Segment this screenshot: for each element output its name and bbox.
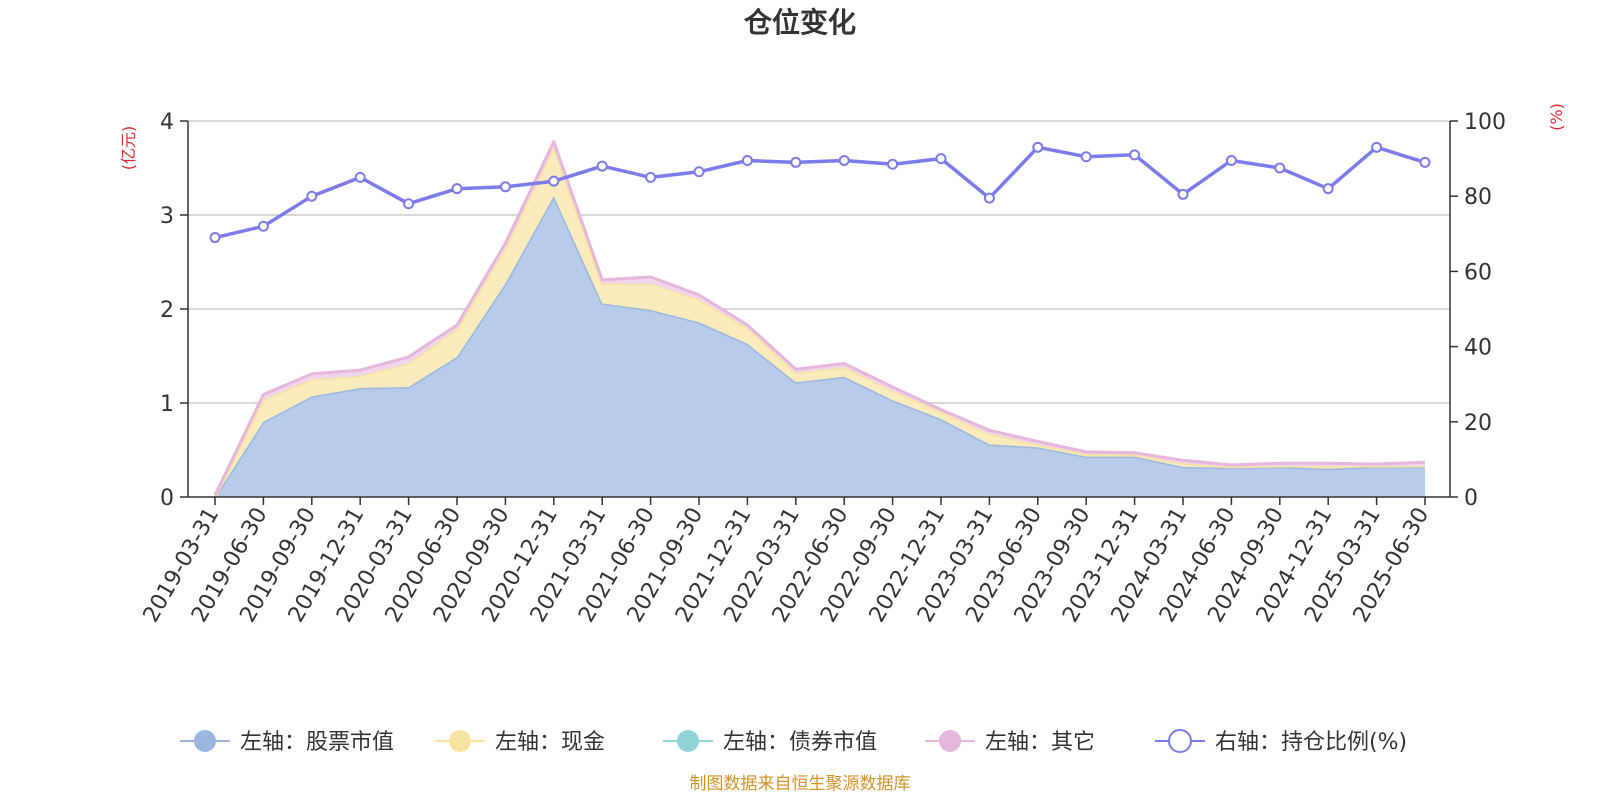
stacked-areas: [213, 140, 1426, 498]
ratio-point[interactable]: [403, 198, 415, 210]
right-tick-label: 100: [1464, 110, 1506, 135]
ratio-point[interactable]: [741, 154, 753, 166]
area-左轴：股票市值: [215, 196, 1425, 497]
ratio-point[interactable]: [1177, 188, 1189, 200]
ratio-point[interactable]: [1274, 162, 1286, 174]
right-tick-label: 80: [1464, 185, 1492, 210]
left-tick-label: 2: [160, 298, 174, 323]
left-tick-label: 4: [160, 110, 174, 135]
ratio-point[interactable]: [596, 160, 608, 172]
ratio-point[interactable]: [935, 153, 947, 165]
legend-label: 左轴：股票市值: [240, 730, 394, 755]
ratio-point[interactable]: [1371, 141, 1383, 153]
ratio-point[interactable]: [499, 181, 511, 193]
legend-marker: [449, 730, 471, 752]
right-axis-unit: (%): [1547, 103, 1566, 131]
right-tick-label: 60: [1464, 260, 1492, 285]
ratio-point[interactable]: [790, 156, 802, 168]
ratio-point[interactable]: [209, 232, 221, 244]
ratio-point[interactable]: [1322, 183, 1334, 195]
ratio-point[interactable]: [983, 192, 995, 204]
ratio-point[interactable]: [1225, 154, 1237, 166]
holding-ratio-series: [209, 141, 1431, 244]
legend[interactable]: 左轴：股票市值 左轴：现金 左轴：债券市值 左轴：其它 右轴：持仓比例(%): [180, 729, 1407, 755]
legend-item[interactable]: 左轴：现金: [435, 730, 605, 755]
ratio-point[interactable]: [257, 220, 269, 232]
ratio-point[interactable]: [1129, 149, 1141, 161]
legend-marker: [1168, 729, 1192, 753]
chart-title: 仓位变化: [744, 6, 856, 39]
legend-label: 左轴：现金: [495, 730, 605, 755]
legend-label: 右轴：持仓比例(%): [1215, 730, 1407, 755]
legend-marker: [939, 730, 961, 752]
ratio-point[interactable]: [645, 171, 657, 183]
legend-item[interactable]: 左轴：其它: [925, 730, 1095, 755]
right-tick-label: 0: [1464, 486, 1478, 511]
ratio-point[interactable]: [693, 166, 705, 178]
right-tick-label: 20: [1464, 411, 1492, 436]
legend-marker: [194, 730, 216, 752]
legend-label: 左轴：债券市值: [723, 730, 877, 755]
ratio-point[interactable]: [451, 183, 463, 195]
ratio-line: [214, 145, 1426, 240]
area-左轴：现金: [215, 147, 1425, 498]
left-axis-unit: (亿元): [119, 126, 138, 171]
left-tick-label: 3: [160, 204, 174, 229]
legend-label: 左轴：其它: [985, 730, 1095, 755]
ratio-point[interactable]: [354, 171, 366, 183]
legend-marker: [677, 730, 699, 752]
ratio-point[interactable]: [548, 175, 560, 187]
ratio-point[interactable]: [1419, 156, 1431, 168]
source-note: 制图数据来自恒生聚源数据库: [690, 774, 911, 794]
ratio-point[interactable]: [887, 158, 899, 170]
ratio-point[interactable]: [1080, 151, 1092, 163]
right-tick-label: 40: [1464, 336, 1492, 361]
ratio-point[interactable]: [1032, 141, 1044, 153]
legend-item[interactable]: 左轴：债券市值: [663, 730, 877, 755]
area-edge-左轴：其它: [213, 140, 1426, 496]
left-tick-label: 0: [160, 486, 174, 511]
legend-item[interactable]: 左轴：股票市值: [180, 730, 394, 755]
left-tick-label: 1: [160, 392, 174, 417]
ratio-point[interactable]: [306, 190, 318, 202]
legend-item[interactable]: 右轴：持仓比例(%): [1155, 729, 1407, 755]
ratio-point[interactable]: [838, 154, 850, 166]
